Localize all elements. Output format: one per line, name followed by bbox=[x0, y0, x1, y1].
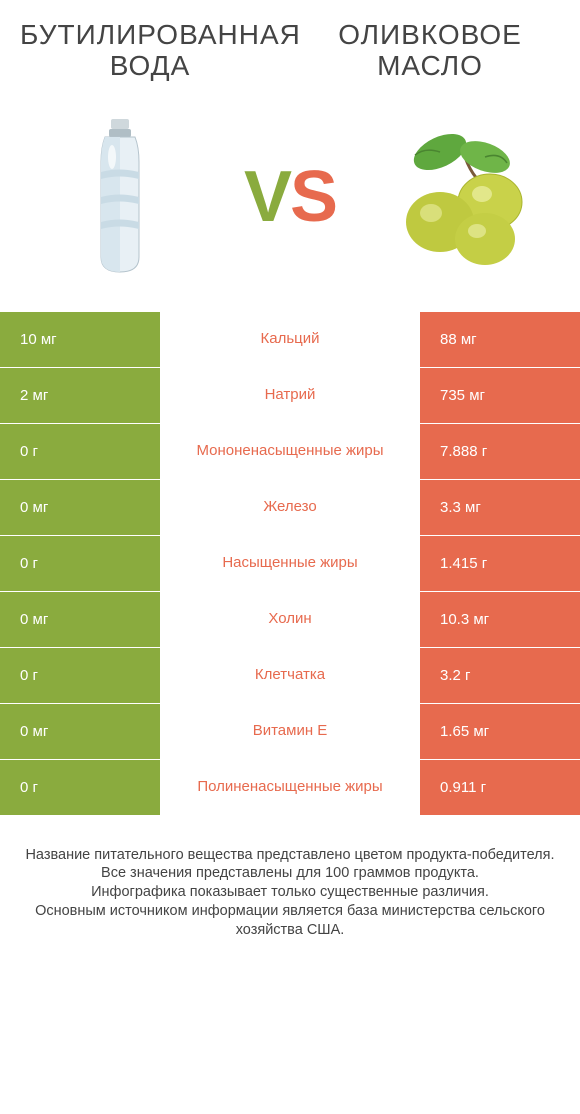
water-bottle-icon bbox=[75, 117, 165, 277]
table-row: 0 мгХолин10.3 мг bbox=[0, 592, 580, 648]
footer-line: Все значения представлены для 100 граммо… bbox=[20, 864, 560, 883]
nutrient-label: Железо bbox=[160, 480, 420, 535]
value-right: 0.911 г bbox=[420, 760, 580, 815]
hero-row: VS bbox=[0, 92, 580, 312]
value-right: 88 мг bbox=[420, 312, 580, 367]
value-left: 0 г bbox=[0, 760, 160, 815]
comparison-table: 10 мгКальций88 мг2 мгНатрий735 мг0 гМоно… bbox=[0, 312, 580, 816]
vs-v: V bbox=[244, 157, 290, 237]
table-row: 2 мгНатрий735 мг bbox=[0, 368, 580, 424]
vs-s: S bbox=[290, 157, 336, 237]
header: Бутилированная вода Оливковое масло bbox=[0, 0, 580, 92]
value-left: 0 мг bbox=[0, 704, 160, 759]
value-right: 1.415 г bbox=[420, 536, 580, 591]
nutrient-label: Витамин E bbox=[160, 704, 420, 759]
nutrient-label: Насыщенные жиры bbox=[160, 536, 420, 591]
nutrient-label: Полиненасыщенные жиры bbox=[160, 760, 420, 815]
value-left: 0 г bbox=[0, 648, 160, 703]
nutrient-label: Мононенасыщенные жиры bbox=[160, 424, 420, 479]
footer-line: Название питательного вещества представл… bbox=[20, 846, 560, 865]
footer-notes: Название питательного вещества представл… bbox=[0, 816, 580, 960]
product-image-left bbox=[45, 112, 195, 282]
nutrient-label: Клетчатка bbox=[160, 648, 420, 703]
table-row: 0 мгВитамин E1.65 мг bbox=[0, 704, 580, 760]
footer-line: Основным источником информации является … bbox=[20, 902, 560, 940]
value-right: 3.2 г bbox=[420, 648, 580, 703]
value-right: 3.3 мг bbox=[420, 480, 580, 535]
value-left: 10 мг bbox=[0, 312, 160, 367]
table-row: 0 мгЖелезо3.3 мг bbox=[0, 480, 580, 536]
value-left: 0 мг bbox=[0, 480, 160, 535]
value-right: 10.3 мг bbox=[420, 592, 580, 647]
vs-label: VS bbox=[244, 156, 336, 238]
table-row: 0 гКлетчатка3.2 г bbox=[0, 648, 580, 704]
value-right: 1.65 мг bbox=[420, 704, 580, 759]
value-left: 2 мг bbox=[0, 368, 160, 423]
table-row: 0 гМононенасыщенные жиры7.888 г bbox=[0, 424, 580, 480]
value-left: 0 г bbox=[0, 536, 160, 591]
footer-line: Инфографика показывает только существенн… bbox=[20, 883, 560, 902]
table-row: 10 мгКальций88 мг bbox=[0, 312, 580, 368]
value-right: 735 мг bbox=[420, 368, 580, 423]
nutrient-label: Холин bbox=[160, 592, 420, 647]
value-left: 0 г bbox=[0, 424, 160, 479]
title-left: Бутилированная вода bbox=[20, 20, 280, 82]
olives-icon bbox=[385, 127, 535, 267]
value-left: 0 мг bbox=[0, 592, 160, 647]
value-right: 7.888 г bbox=[420, 424, 580, 479]
table-row: 0 гПолиненасыщенные жиры0.911 г bbox=[0, 760, 580, 816]
table-row: 0 гНасыщенные жиры1.415 г bbox=[0, 536, 580, 592]
nutrient-label: Кальций bbox=[160, 312, 420, 367]
product-image-right bbox=[385, 112, 535, 282]
nutrient-label: Натрий bbox=[160, 368, 420, 423]
title-right: Оливковое масло bbox=[300, 20, 560, 82]
